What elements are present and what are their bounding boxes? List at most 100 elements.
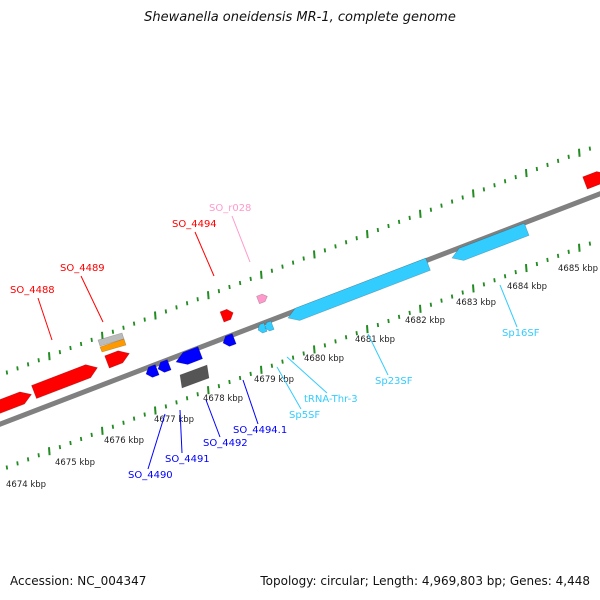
lower-tick <box>69 440 72 446</box>
lower-tick <box>207 386 210 395</box>
lower-tick <box>450 294 454 299</box>
lower-tick <box>270 363 274 368</box>
upper-tick <box>79 341 83 347</box>
feature-label[interactable]: SO_4494 <box>172 219 217 230</box>
upper-tick <box>578 148 581 157</box>
upper-tick <box>588 146 592 151</box>
kbp-label: 4677 kbp <box>154 415 194 425</box>
feature-label[interactable]: SO_4492 <box>203 438 248 449</box>
lower-tick <box>111 424 115 429</box>
leader-line <box>194 231 215 277</box>
lower-tick <box>525 264 528 273</box>
feature-label[interactable]: Sp5SF <box>289 410 320 421</box>
gene-so4490[interactable] <box>145 364 160 378</box>
lower-tick <box>546 257 549 263</box>
upper-tick <box>440 203 443 208</box>
kbp-label: 4682 kbp <box>405 316 445 326</box>
upper-tick <box>323 248 327 253</box>
leader-line <box>242 379 259 425</box>
gene-so-r028[interactable] <box>256 293 268 305</box>
kbp-label: 4685 kbp <box>558 264 598 274</box>
upper-tick <box>196 297 199 302</box>
gene-sp16sf[interactable] <box>451 222 530 261</box>
upper-tick <box>355 236 358 241</box>
upper-tick <box>302 256 305 261</box>
gene-sp23sf[interactable] <box>287 257 431 321</box>
feature-label[interactable]: Sp23SF <box>375 376 413 387</box>
lower-tick <box>196 392 199 397</box>
upper-tick <box>503 179 507 184</box>
lower-tick <box>185 396 189 401</box>
gene-so4489[interactable] <box>104 350 130 369</box>
lower-tick <box>228 379 231 385</box>
lower-tick <box>376 322 380 328</box>
lower-tick-track <box>5 241 592 470</box>
feature-label[interactable]: SO_4491 <box>165 454 210 465</box>
kbp-labels: 4674 kbp 4675 kbp 4676 kbp 4677 kbp 4678 kbp… <box>6 264 598 490</box>
upper-tick <box>164 309 168 314</box>
gene-so4488[interactable] <box>0 391 32 414</box>
lower-tick <box>58 444 62 450</box>
upper-tick <box>132 321 136 326</box>
lower-tick <box>260 365 263 374</box>
gene-orange[interactable] <box>99 338 127 353</box>
gene-so4491[interactable] <box>157 359 172 373</box>
feature-label[interactable]: SO_4488 <box>10 285 55 296</box>
kbp-label: 4678 kbp <box>203 394 243 404</box>
gene-sp5sf[interactable] <box>264 320 275 332</box>
feature-label[interactable]: SO_4494.1 <box>233 425 287 436</box>
lower-tick <box>154 406 157 415</box>
map-title: Shewanella oneidensis MR-1, complete gen… <box>144 10 456 25</box>
gene-trna-thr-3[interactable] <box>257 322 268 334</box>
leader-line <box>499 284 518 328</box>
gene-so4494[interactable] <box>219 308 234 323</box>
upper-tick <box>111 329 115 334</box>
lower-tick <box>503 274 507 279</box>
lower-tick <box>238 375 242 381</box>
upper-tick <box>154 311 157 320</box>
feature-label[interactable]: tRNA-Thr-3 <box>304 394 358 405</box>
feature-label[interactable]: SO_4490 <box>128 470 173 481</box>
upper-tick <box>69 345 72 351</box>
lower-tick <box>493 278 496 283</box>
upper-tick <box>16 366 19 371</box>
upper-tick <box>313 250 316 259</box>
leader-line <box>276 366 302 410</box>
lower-tick <box>578 243 581 252</box>
leader-line <box>37 297 53 341</box>
leader-line <box>179 409 183 454</box>
feature-label[interactable]: SO_4489 <box>60 263 105 274</box>
lower-tick <box>588 241 592 246</box>
lower-tick <box>249 371 252 377</box>
upper-tick <box>101 331 104 340</box>
kbp-label: 4683 kbp <box>456 298 496 308</box>
upper-tick <box>207 291 210 300</box>
upper-tick <box>546 162 549 168</box>
upper-tick <box>482 187 486 192</box>
gene-right-edge[interactable] <box>582 171 600 190</box>
genome-summary-label: Topology: circular; Length: 4,969,803 bp… <box>260 574 590 588</box>
gene-gray-dark[interactable] <box>179 364 210 389</box>
lower-tick <box>472 284 475 293</box>
upper-tick <box>366 230 369 239</box>
upper-tick <box>291 260 295 265</box>
upper-tick <box>535 166 539 172</box>
lower-tick <box>334 339 337 344</box>
feature-label[interactable]: SO_r028 <box>209 203 251 214</box>
gene-so4489-region[interactable] <box>31 364 98 399</box>
lower-tick <box>397 314 401 320</box>
upper-tick <box>48 352 51 361</box>
upper-tick <box>461 195 464 200</box>
gene-so4492[interactable] <box>175 346 203 365</box>
kbp-label: 4676 kbp <box>104 436 144 446</box>
gene-so4494-1[interactable] <box>222 333 237 347</box>
lower-tick <box>514 270 517 275</box>
leader-line <box>205 399 221 438</box>
upper-tick <box>419 209 422 218</box>
upper-tick <box>249 276 252 282</box>
lower-tick <box>366 325 369 334</box>
accession-label: Accession: NC_004347 <box>10 574 147 588</box>
feature-label[interactable]: Sp16SF <box>502 328 540 339</box>
lower-tick <box>164 404 168 409</box>
upper-tick <box>270 268 274 273</box>
